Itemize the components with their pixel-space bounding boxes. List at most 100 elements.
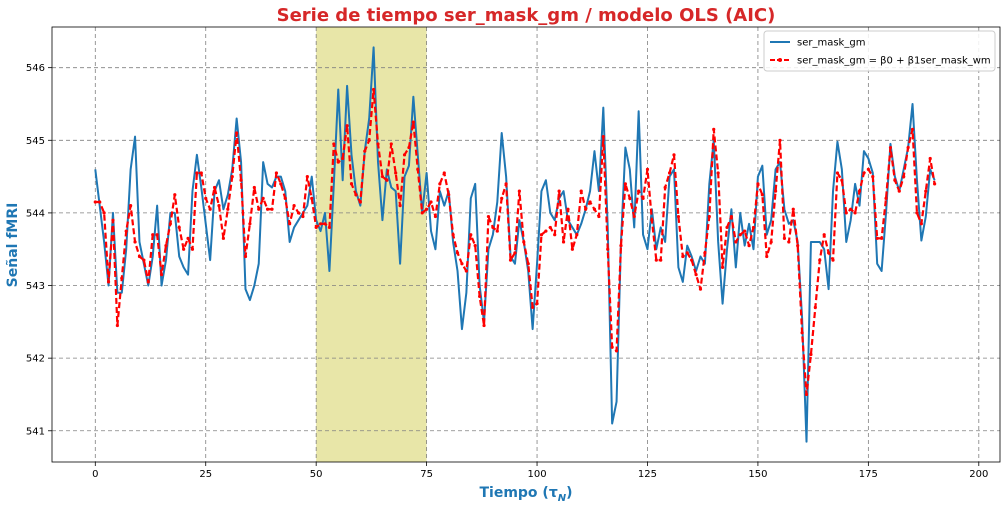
y-tick-label: 541 — [26, 426, 45, 437]
fitted-series-point — [190, 247, 195, 251]
legend-box — [763, 30, 996, 72]
fitted-series-point — [610, 345, 614, 349]
fitted-series-point — [438, 182, 442, 186]
fitted-series-point — [93, 200, 97, 204]
fitted-series-point — [517, 189, 521, 193]
x-axis-label-close: ) — [566, 485, 572, 501]
fitted-series-point — [778, 138, 782, 142]
y-axis-label: Señal fMRI — [5, 203, 21, 288]
fitted-series-point — [345, 124, 349, 128]
fitted-series-point — [274, 171, 279, 175]
fitted-series-point — [539, 233, 544, 237]
fitted-series-point — [880, 236, 884, 240]
fitted-series-point — [146, 280, 150, 284]
fitted-series-point — [650, 218, 654, 222]
fitted-series-point — [208, 207, 212, 211]
fitted-series-point — [486, 214, 491, 219]
fitted-series-point — [336, 160, 340, 164]
fitted-series-point — [871, 174, 875, 179]
fitted-series-point — [597, 214, 601, 219]
fitted-series-point — [159, 273, 164, 277]
fitted-series-point — [663, 185, 667, 190]
fitted-series-point — [835, 171, 840, 175]
fitted-series-point — [667, 171, 672, 175]
fitted-series-point — [363, 149, 367, 153]
fitted-series-point — [690, 258, 694, 262]
fitted-series-point — [248, 222, 252, 226]
fitted-series-point — [698, 287, 703, 291]
fitted-series-point — [115, 323, 119, 328]
fitted-series-point — [606, 247, 610, 251]
fitted-series-point — [495, 229, 499, 233]
x-axis-label-subscript: N — [558, 493, 567, 504]
fitted-series-point — [173, 193, 177, 197]
fitted-series-point — [659, 258, 663, 262]
fitted-series-point — [875, 236, 879, 240]
y-tick-label: 542 — [26, 354, 45, 365]
fitted-series-point — [796, 243, 800, 248]
fitted-series-point — [504, 182, 508, 186]
fitted-series-point — [102, 211, 106, 215]
fitted-series-point — [349, 182, 354, 186]
fitted-series-point — [773, 189, 778, 193]
fitted-series-point — [270, 207, 274, 211]
x-tick-label: 125 — [638, 469, 657, 480]
fitted-series-point — [853, 211, 857, 215]
fitted-series-point — [888, 145, 893, 150]
fitted-series-point — [257, 207, 261, 211]
fitted-series-point — [394, 171, 398, 175]
fitted-series-point — [707, 214, 711, 219]
fitted-series-point — [566, 207, 570, 211]
fitted-series-point — [676, 214, 681, 219]
fitted-series-point — [124, 229, 128, 233]
fitted-series-point — [500, 196, 504, 200]
y-tick-label: 543 — [26, 281, 45, 292]
fitted-series-point — [137, 254, 142, 259]
fitted-series-point — [672, 153, 676, 157]
fitted-series-point — [685, 251, 689, 255]
fitted-series-point — [588, 200, 592, 204]
fitted-series-point — [367, 138, 371, 142]
fitted-series-point — [782, 236, 787, 240]
fitted-series-point — [204, 196, 208, 200]
x-tick-label: 0 — [92, 469, 98, 480]
fitted-series-point — [243, 254, 248, 259]
fitted-series-point — [402, 153, 407, 157]
fitted-series-point — [712, 127, 716, 131]
fitted-series-point — [619, 243, 623, 248]
fitted-series-point — [751, 225, 756, 230]
fitted-series-point — [924, 189, 928, 193]
fitted-series-point — [478, 294, 482, 299]
fitted-series-point — [703, 251, 707, 255]
fitted-series-point — [411, 120, 415, 124]
x-tick-label: 100 — [527, 469, 546, 480]
fitted-series-point — [354, 193, 358, 197]
fitted-series-point — [632, 214, 636, 219]
fitted-series-point — [915, 211, 919, 215]
fitted-series-point — [296, 211, 301, 215]
legend-marker — [778, 58, 782, 62]
fitted-series-point — [738, 233, 742, 237]
fitted-series-point — [310, 196, 314, 200]
fitted-series-point — [235, 131, 239, 135]
fitted-series-point — [221, 236, 225, 240]
fitted-series-point — [332, 142, 336, 146]
fitted-series-point — [637, 189, 641, 193]
fitted-series-point — [548, 225, 552, 230]
legend: ser_mask_gm ser_mask_gm = β0 + β1ser_mask… — [763, 30, 996, 72]
fitted-series-point — [614, 349, 619, 353]
fitted-series-point — [433, 214, 438, 219]
fitted-series-point — [804, 392, 809, 397]
fitted-series-point — [902, 174, 906, 179]
fitted-series-point — [407, 145, 411, 150]
fitted-series-point — [314, 225, 318, 230]
fitted-series-point — [182, 247, 186, 251]
fitted-series-point — [301, 214, 305, 219]
fitted-series-point — [844, 211, 848, 215]
fitted-series-point — [451, 233, 455, 237]
fitted-series-point — [389, 142, 393, 146]
fitted-series-point — [800, 331, 804, 335]
x-tick-label: 25 — [199, 469, 212, 480]
fitted-series-point — [791, 207, 795, 211]
